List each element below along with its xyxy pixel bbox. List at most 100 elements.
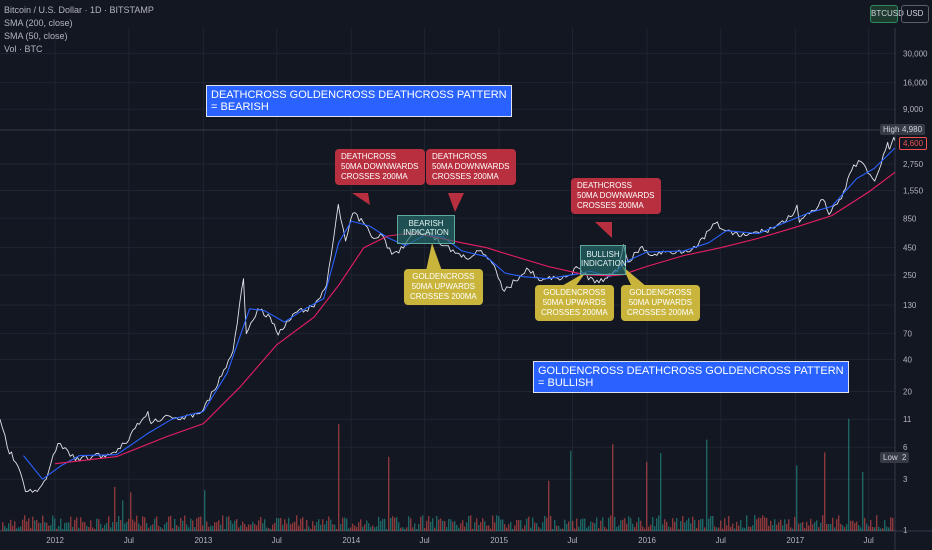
volume-bar xyxy=(534,522,536,531)
volume-bar xyxy=(260,516,262,531)
volume-bar xyxy=(276,517,278,531)
volume-bar xyxy=(408,516,410,531)
volume-bar xyxy=(450,519,452,531)
volume-bar xyxy=(462,520,464,531)
volume-bar xyxy=(130,492,132,531)
volume-bar xyxy=(724,518,726,531)
volume-bar xyxy=(242,521,244,531)
deathcross-callout-1: DEATHCROSS 50MA DOWNWARDS CROSSES 200MA xyxy=(335,149,425,185)
volume-bar xyxy=(150,525,152,531)
volume-bar xyxy=(738,525,740,531)
volume-bar xyxy=(818,527,820,531)
volume-bar xyxy=(816,520,818,531)
volume-bar xyxy=(768,525,770,531)
volume-bar xyxy=(34,520,36,531)
x-tick-label: 2012 xyxy=(46,536,64,545)
volume-bar xyxy=(350,527,352,531)
currency-button[interactable]: USD xyxy=(901,5,929,23)
volume-bar xyxy=(410,518,412,531)
volume-bar xyxy=(742,527,744,531)
volume-bar xyxy=(488,525,490,531)
volume-bar xyxy=(440,518,442,531)
volume-bar xyxy=(168,516,170,531)
volume-bar xyxy=(764,517,766,531)
volume-bar xyxy=(332,524,334,531)
volume-bar xyxy=(840,523,842,531)
volume-bar xyxy=(302,517,304,531)
volume-bar xyxy=(402,527,404,531)
volume-bar xyxy=(8,523,10,531)
volume-bar xyxy=(202,525,204,531)
symbol-button[interactable]: BTCUSD xyxy=(870,5,904,23)
volume-bar xyxy=(800,523,802,531)
volume-bar xyxy=(274,522,276,531)
volume-bar xyxy=(530,527,532,531)
volume-bar xyxy=(118,516,120,531)
volume-bar xyxy=(696,527,698,531)
volume-bar xyxy=(258,520,260,531)
volume-bar xyxy=(364,524,366,531)
volume-bar xyxy=(380,520,382,531)
volume-bar xyxy=(70,516,72,531)
volume-bar xyxy=(870,519,872,531)
callout-line: GOLDENCROSS xyxy=(543,288,606,297)
volume-bar xyxy=(482,518,484,531)
callout-line: GOLDENCROSS xyxy=(412,272,475,281)
volume-bar xyxy=(46,522,48,531)
volume-bar xyxy=(676,517,678,531)
volume-bar xyxy=(864,518,866,531)
volume-bar xyxy=(388,456,390,531)
volume-bar xyxy=(214,522,216,531)
volume-bar xyxy=(608,517,610,531)
volume-bar xyxy=(544,515,546,531)
volume-bar xyxy=(254,523,256,531)
low-label-badge: Low xyxy=(880,452,901,463)
volume-bar xyxy=(880,528,882,531)
volume-bar xyxy=(208,526,210,531)
volume-bar xyxy=(748,526,750,531)
volume-bar xyxy=(152,524,154,531)
callout-pointer xyxy=(426,243,442,271)
volume-bar xyxy=(194,527,196,531)
volume-bar xyxy=(104,524,106,531)
volume-bar xyxy=(322,519,324,531)
volume-bar xyxy=(268,528,270,531)
goldencross-callout-1: GOLDENCROSS 50MA UPWARDS CROSSES 200MA xyxy=(404,269,483,305)
volume-bar xyxy=(860,527,862,531)
volume-bar xyxy=(14,521,16,531)
volume-bar xyxy=(576,518,578,531)
volume-bar xyxy=(418,524,420,531)
volume-bar xyxy=(358,522,360,531)
volume-bar xyxy=(300,518,302,531)
volume-bar xyxy=(472,528,474,531)
volume-bar xyxy=(550,516,552,531)
volume-bar xyxy=(854,522,856,531)
x-tick-label: 2014 xyxy=(342,536,360,545)
volume-bar xyxy=(670,527,672,531)
volume-bar xyxy=(496,515,498,531)
volume-bar xyxy=(614,517,616,531)
volume-bar xyxy=(726,525,728,531)
volume-bar xyxy=(312,521,314,531)
volume-bar xyxy=(306,519,308,531)
volume-bar xyxy=(776,524,778,531)
volume-bar xyxy=(112,522,114,531)
volume-bar xyxy=(316,522,318,531)
y-tick-label: 11 xyxy=(903,415,912,424)
volume-bar xyxy=(756,519,758,531)
volume-bar xyxy=(26,521,28,531)
callout-line: CROSSES 200MA xyxy=(341,172,408,181)
volume-bar xyxy=(746,515,748,531)
volume-bar xyxy=(444,521,446,531)
y-tick-label: 1,550 xyxy=(903,187,924,196)
deathcross-callout-2: DEATHCROSS 50MA DOWNWARDS CROSSES 200MA xyxy=(426,149,516,185)
indication-line: INDICATION xyxy=(403,228,449,237)
volume-bar xyxy=(716,527,718,531)
volume-bar xyxy=(618,525,620,531)
x-tick-label: Jul xyxy=(716,536,726,545)
volume-bar xyxy=(334,524,336,531)
volume-bar xyxy=(78,527,80,531)
volume-bar xyxy=(288,517,290,531)
volume-bar xyxy=(18,527,20,531)
volume-bar xyxy=(182,520,184,531)
